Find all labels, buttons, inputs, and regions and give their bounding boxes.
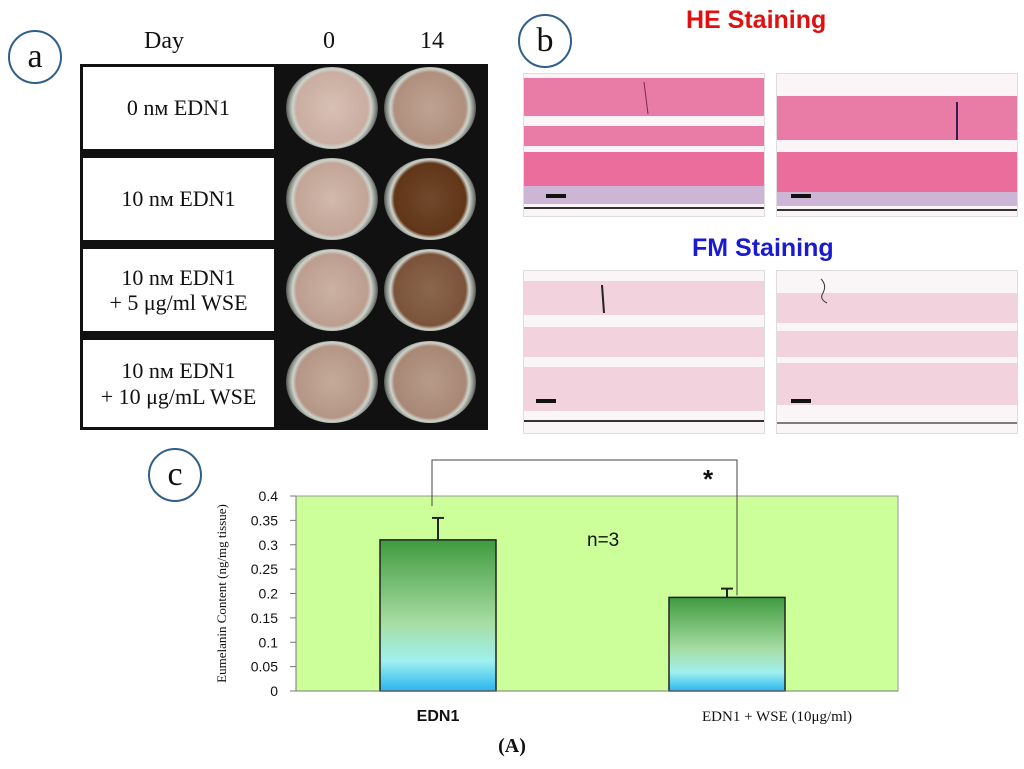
y-tick-label: 0.25 <box>251 561 278 577</box>
figure-caption: (A) <box>498 735 526 757</box>
panel-a-table: 0 nм EDN1 10 nм EDN1 10 nм EDN1 + 5 μg/ml… <box>80 64 488 430</box>
y-tick-label: 0.3 <box>259 537 279 553</box>
y-tick-label: 0.1 <box>259 634 279 650</box>
dish-day0-image <box>286 67 378 149</box>
scale-bar <box>791 194 811 198</box>
y-tick-label: 0.35 <box>251 512 278 528</box>
day-14-header: 14 <box>420 28 444 54</box>
significance-star: * <box>703 464 714 494</box>
row-label: 10 nм EDN1 + 10 μg/mL WSE <box>83 340 274 427</box>
scale-bar <box>546 194 566 198</box>
fm-histology-image <box>776 270 1018 434</box>
panel-a-label: a <box>8 30 62 84</box>
row-label: 10 nм EDN1 + 5 μg/ml WSE <box>83 249 274 331</box>
y-tick-label: 0.05 <box>251 659 278 675</box>
bar <box>668 596 786 692</box>
he-histology-image <box>776 73 1018 217</box>
y-tick-label: 0 <box>270 683 278 699</box>
y-tick-label: 0.15 <box>251 610 278 626</box>
panel-a-header: Day 0 14 <box>80 28 490 64</box>
he-histology-image <box>523 73 765 217</box>
panel-c-label: c <box>148 448 202 502</box>
panel-b-label: b <box>518 14 572 68</box>
row-label: 10 nм EDN1 <box>83 158 274 240</box>
y-tick-label: 0.4 <box>259 488 279 504</box>
dish-day14-image <box>384 67 476 149</box>
dish-day0-image <box>286 341 378 423</box>
dish-day0-image <box>286 249 378 331</box>
fm-histology-image <box>523 270 765 434</box>
fm-staining-title: FM Staining <box>692 234 834 262</box>
x-tick-label: EDN1 <box>417 708 460 725</box>
x-tick-label: EDN1 + WSE (10μg/ml) <box>702 709 852 725</box>
dish-day14-image <box>384 341 476 423</box>
scale-bar <box>536 399 556 403</box>
dish-day0-image <box>286 158 378 240</box>
day-0-header: 0 <box>323 28 335 54</box>
table-row: 10 nм EDN1 + 10 μg/mL WSE <box>80 337 488 427</box>
table-row: 0 nм EDN1 <box>80 64 488 152</box>
scale-bar <box>791 399 811 403</box>
table-row: 10 nм EDN1 + 5 μg/ml WSE <box>80 246 488 334</box>
day-header: Day <box>144 28 184 54</box>
bar <box>379 539 497 692</box>
dish-day14-image <box>384 158 476 240</box>
sample-size-annotation: n=3 <box>587 530 619 551</box>
dish-day14-image <box>384 249 476 331</box>
y-axis-label: Eumelanin Content (ng/mg tissue) <box>214 504 229 683</box>
he-staining-title: HE Staining <box>686 6 827 34</box>
significance-bracket <box>431 459 738 596</box>
table-row: 10 nм EDN1 <box>80 155 488 243</box>
y-tick-label: 0.2 <box>259 586 279 602</box>
eumelanin-bar-chart: 0 0.05 0.1 0.15 0.2 0.25 0.3 0.35 0.4 Eumelanin C… <box>214 459 899 725</box>
row-label: 0 nм EDN1 <box>83 67 274 149</box>
